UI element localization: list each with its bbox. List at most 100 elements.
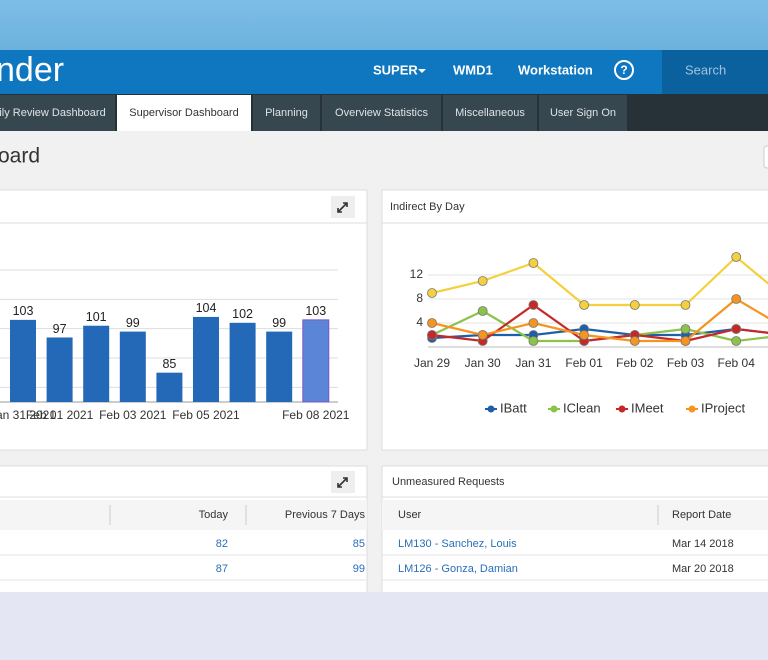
legend-label: IClean (563, 400, 601, 415)
data-label: 104 (196, 301, 217, 315)
tab[interactable] (117, 95, 251, 131)
data-label: 102 (232, 307, 253, 321)
cell[interactable]: LM126 - Gonza, Damian (398, 563, 518, 575)
legend-marker (688, 405, 696, 413)
tabs: ily Review Dashboard Supervisor Dashboard… (0, 95, 627, 131)
table-header (0, 500, 367, 530)
expand-icon (337, 202, 348, 213)
series-line (431, 297, 768, 343)
user-menu[interactable]: SUPER (373, 62, 418, 77)
x-tick-label: Feb 03 (667, 356, 705, 370)
expand-icon (337, 477, 348, 488)
bar (156, 372, 183, 402)
help-icon[interactable] (614, 60, 634, 80)
y-tick-label: 8 (416, 291, 423, 305)
point (731, 324, 742, 334)
cell: Mar 20 2018 (672, 563, 734, 575)
x-tick-label: Jan 30 (465, 356, 501, 370)
x-tick-label: Feb 01 2021 (26, 408, 94, 422)
data-label: 97 (53, 322, 67, 336)
point (427, 288, 437, 298)
point (427, 318, 437, 328)
column-header: Report Date (672, 509, 731, 521)
bar (83, 325, 110, 402)
x-tick-label: Feb 08 2021 (282, 408, 350, 422)
tab-label: Overview Statistics (335, 107, 428, 119)
cell[interactable]: LM130 - Sanchez, Louis (398, 538, 517, 550)
point (477, 306, 488, 316)
bar (119, 331, 146, 402)
tab[interactable] (322, 95, 441, 131)
point (680, 324, 691, 334)
dynamic-content: 103 Jan 31 2021 97 Feb 01 2021 101 99 Feb 03 2… (0, 252, 768, 581)
point (731, 294, 742, 304)
panel-title: Unmeasured Requests (392, 476, 505, 488)
data-label: 85 (162, 357, 176, 371)
tab[interactable] (443, 95, 537, 131)
brand: nder (0, 51, 64, 89)
data-label: 103 (305, 304, 326, 318)
tab[interactable] (253, 95, 320, 131)
point (528, 318, 539, 328)
data-label: 101 (86, 310, 107, 324)
tab[interactable] (0, 95, 115, 131)
workstation-link[interactable]: Workstation (518, 62, 593, 77)
tab[interactable] (539, 95, 627, 131)
cell[interactable]: 87 (216, 563, 228, 575)
point (731, 336, 742, 346)
cell: Mar 14 2018 (672, 538, 734, 550)
x-tick-label: Jan 31 2021 (0, 408, 56, 422)
point (528, 336, 539, 346)
cell[interactable]: 99 (353, 563, 365, 575)
backdrop (0, 0, 768, 50)
button[interactable] (763, 145, 768, 169)
panel-title: Indirect By Day (390, 201, 465, 213)
legend-label: IBatt (500, 400, 527, 415)
y-tick-label: 12 (410, 267, 424, 281)
site-link[interactable]: WMD1 (453, 62, 493, 77)
tab-label: ily Review Dashboard (0, 107, 106, 119)
x-tick-label: Jan 31 (515, 356, 551, 370)
point (427, 330, 437, 340)
bar (46, 337, 73, 402)
caret (418, 69, 426, 73)
point (477, 276, 488, 286)
point (579, 330, 589, 340)
data-label: 99 (272, 316, 286, 330)
table-header (382, 500, 768, 530)
legend-marker (487, 405, 495, 413)
point (680, 300, 691, 310)
search-box[interactable] (662, 50, 768, 94)
point (629, 300, 640, 310)
x-tick-label: Feb 04 (718, 356, 756, 370)
search-placeholder: Search (685, 62, 726, 77)
x-tick-label: Feb 01 (565, 356, 603, 370)
point (629, 336, 640, 346)
column-header: Previous 7 Days (285, 509, 366, 521)
point (528, 258, 539, 268)
bar (10, 319, 36, 402)
point (528, 300, 539, 310)
point (680, 336, 691, 346)
point (731, 252, 742, 262)
legend-marker (618, 405, 626, 413)
tab-label: User Sign On (550, 107, 616, 119)
legend-label: IMeet (631, 400, 664, 415)
bar (266, 331, 293, 402)
overlay (0, 592, 768, 660)
y-tick-label: 4 (416, 315, 423, 329)
top-bar (0, 50, 768, 94)
bar (229, 322, 256, 402)
bar (302, 319, 330, 403)
tab-label: Supervisor Dashboard (129, 107, 238, 119)
legend-marker (550, 405, 558, 413)
cell[interactable]: 85 (353, 538, 365, 550)
column-header: User (398, 509, 422, 521)
help-label: ? (620, 63, 627, 77)
legend-label: IProject (701, 400, 745, 415)
series-line (431, 255, 768, 307)
page-title: oard (0, 145, 40, 168)
cell[interactable]: 82 (216, 538, 228, 550)
data-label: 99 (126, 316, 140, 330)
